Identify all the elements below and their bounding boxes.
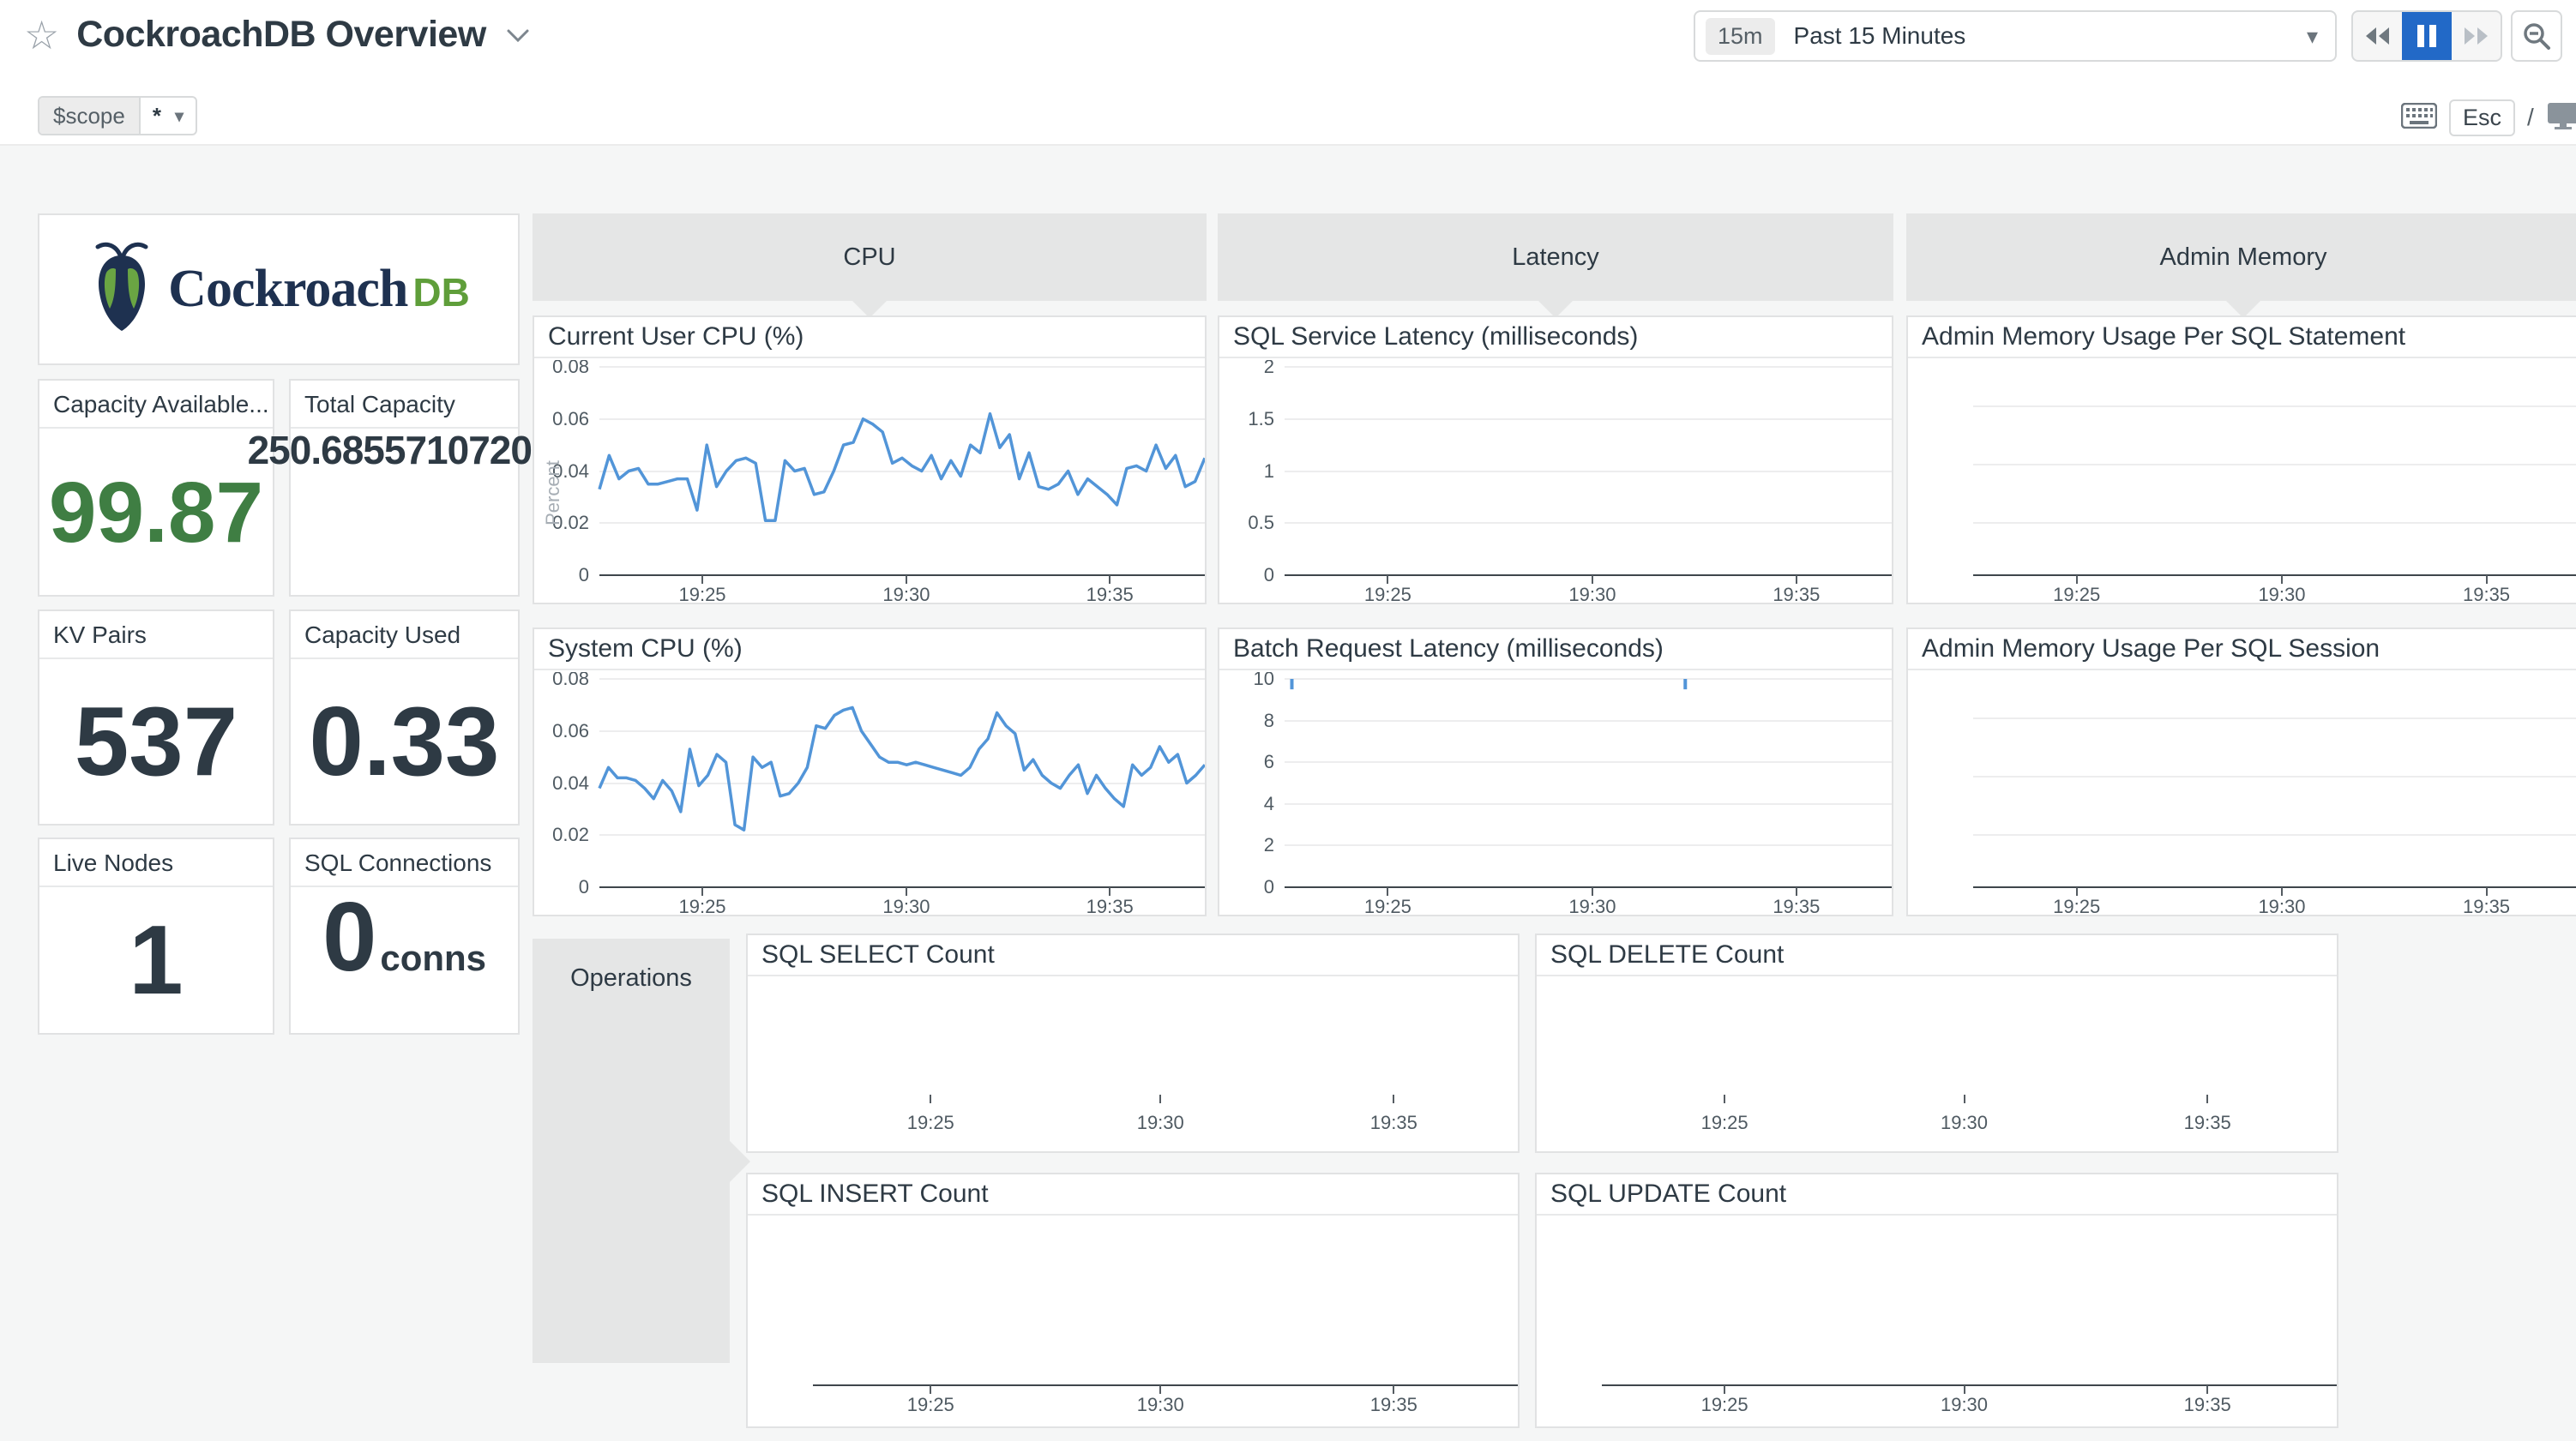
time-nav-group xyxy=(2351,10,2502,62)
chart-title: Admin Memory Usage Per SQL Session xyxy=(1908,629,2576,670)
title-chevron-down-icon[interactable] xyxy=(503,26,533,51)
group-header-admin-memory[interactable]: Admin Memory xyxy=(1906,213,2576,318)
group-label: Latency xyxy=(1512,243,1599,271)
cockroachdb-logo-tile: Cockroach DB xyxy=(38,213,520,365)
stat-label: SQL Connections xyxy=(291,839,518,887)
chart-plot-area[interactable]: 0 0.02 0.04 0.06 0.08 19:25 19:30 19:35 Percent xyxy=(534,360,1205,603)
group-header-latency[interactable]: Latency xyxy=(1218,213,1893,318)
chart-plot-area[interactable]: 19:25 19:30 19:35 xyxy=(1908,672,2576,915)
chart-tile-sql-select-count: SQL SELECT Count 19:25 19:30 19:35 xyxy=(746,934,1520,1153)
esc-keycap[interactable]: Esc xyxy=(2449,99,2516,136)
stat-tile-capacity-available: Capacity Available... 99.87 xyxy=(38,379,274,597)
group-label: Operations xyxy=(570,964,692,992)
favorite-star-icon[interactable]: ☆ xyxy=(24,12,60,57)
stat-label: Total Capacity xyxy=(291,381,518,429)
scope-key-label: $scope xyxy=(39,98,141,134)
stat-value: 537 xyxy=(74,687,238,796)
group-header-operations[interactable]: Operations xyxy=(533,939,750,1363)
chart-tile-sql-service-latency: SQL Service Latency (milliseconds) 0 0.5 1… xyxy=(1218,315,1893,604)
page-title: CockroachDB Overview xyxy=(76,14,486,55)
group-label: Admin Memory xyxy=(2159,243,2327,271)
stat-value: 0.33 xyxy=(309,687,500,796)
chart-plot-area[interactable]: 19:25 19:30 19:35 xyxy=(1537,1217,2337,1426)
chart-title: SQL UPDATE Count xyxy=(1537,1174,2337,1216)
time-range-badge: 15m xyxy=(1706,17,1775,55)
time-range-caret-icon: ▾ xyxy=(2306,22,2318,49)
chart-title: Admin Memory Usage Per SQL Statement xyxy=(1908,317,2576,358)
stat-label: KV Pairs xyxy=(39,611,273,659)
chart-title: Current User CPU (%) xyxy=(534,317,1205,358)
chart-plot-area[interactable]: 19:25 19:30 19:35 xyxy=(1908,360,2576,603)
top-header: ☆ CockroachDB Overview 15m Past 15 Minut… xyxy=(0,0,2576,146)
chart-tile-sql-insert-count: SQL INSERT Count 19:25 19:30 19:35 xyxy=(746,1173,1520,1428)
stat-unit: conns xyxy=(380,938,487,978)
keyboard-shortcuts-zone: Esc / xyxy=(2400,96,2576,139)
logo-wordmark: Cockroach xyxy=(168,260,408,318)
chart-title: System CPU (%) xyxy=(534,629,1205,670)
chart-tile-admin-memory-session: Admin Memory Usage Per SQL Session 19:25… xyxy=(1906,627,2576,916)
group-header-cpu[interactable]: CPU xyxy=(533,213,1207,318)
time-range-label: Past 15 Minutes xyxy=(1793,22,1966,49)
chart-tile-sql-delete-count: SQL DELETE Count 19:25 19:30 19:35 xyxy=(1535,934,2338,1153)
chart-title: SQL INSERT Count xyxy=(748,1174,1518,1216)
stat-label: Capacity Used xyxy=(291,611,518,659)
stat-tile-capacity-used: Capacity Used 0.33 xyxy=(289,609,520,826)
stat-value: 0 xyxy=(322,883,377,992)
chart-title: Batch Request Latency (milliseconds) xyxy=(1219,629,1892,670)
time-rewind-button[interactable] xyxy=(2353,12,2402,60)
time-forward-button[interactable] xyxy=(2452,12,2501,60)
keyboard-icon xyxy=(2400,102,2438,133)
stat-label: Live Nodes xyxy=(39,839,273,887)
chart-tile-current-user-cpu: Current User CPU (%) 0 0.02 0.04 0.06 0.08 19… xyxy=(533,315,1207,604)
time-pause-button[interactable] xyxy=(2402,12,2452,60)
scope-value: * xyxy=(152,102,161,129)
chart-tile-system-cpu: System CPU (%) 0 0.02 0.04 0.06 0.08 19:25 19:… xyxy=(533,627,1207,916)
chart-tile-sql-update-count: SQL UPDATE Count 19:25 19:30 19:35 xyxy=(1535,1173,2338,1428)
chart-plot-area[interactable]: 0 0.5 1 1.5 2 19:25 19:30 19:35 xyxy=(1219,360,1892,603)
stat-tile-live-nodes: Live Nodes 1 xyxy=(38,838,274,1035)
chart-plot-area[interactable]: 0 0.02 0.04 0.06 0.08 19:25 19:30 19:35 xyxy=(534,672,1205,915)
slash-separator: / xyxy=(2527,104,2534,130)
chart-title: SQL DELETE Count xyxy=(1537,935,2337,976)
stat-value: 250.6855710720 xyxy=(247,428,533,472)
monitor-icon[interactable] xyxy=(2546,101,2576,135)
chart-plot-area[interactable]: 19:25 19:30 19:35 xyxy=(1537,978,2337,1151)
stat-label: Capacity Available... xyxy=(39,381,273,429)
stat-value: 99.87 xyxy=(48,465,264,561)
chart-plot-area[interactable]: 19:25 19:30 19:35 xyxy=(748,1217,1518,1426)
group-label: CPU xyxy=(843,243,896,271)
chart-title: SQL Service Latency (milliseconds) xyxy=(1219,317,1892,358)
stat-tile-total-capacity: Total Capacity 250.6855710720 GB xyxy=(248,379,561,597)
zoom-out-button[interactable] xyxy=(2511,10,2562,62)
stat-value: 1 xyxy=(129,906,184,1015)
chart-tile-admin-memory-statement: Admin Memory Usage Per SQL Statement 19:… xyxy=(1906,315,2576,604)
chart-plot-area[interactable]: 0 2 4 6 8 10 19:25 19:30 19:35 xyxy=(1219,672,1892,915)
cockroachdb-bug-icon xyxy=(87,240,156,339)
chart-title: SQL SELECT Count xyxy=(748,935,1518,976)
scope-template-selector[interactable]: $scope * ▾ xyxy=(38,96,198,135)
scope-caret-icon: ▾ xyxy=(174,106,184,126)
time-range-selector[interactable]: 15m Past 15 Minutes ▾ xyxy=(1694,10,2337,62)
chart-plot-area[interactable]: 19:25 19:30 19:35 xyxy=(748,978,1518,1151)
stat-tile-kv-pairs: KV Pairs 537 xyxy=(38,609,274,826)
stat-tile-sql-connections: SQL Connections 0 conns xyxy=(289,838,520,1035)
logo-db-suffix: DB xyxy=(412,270,470,315)
